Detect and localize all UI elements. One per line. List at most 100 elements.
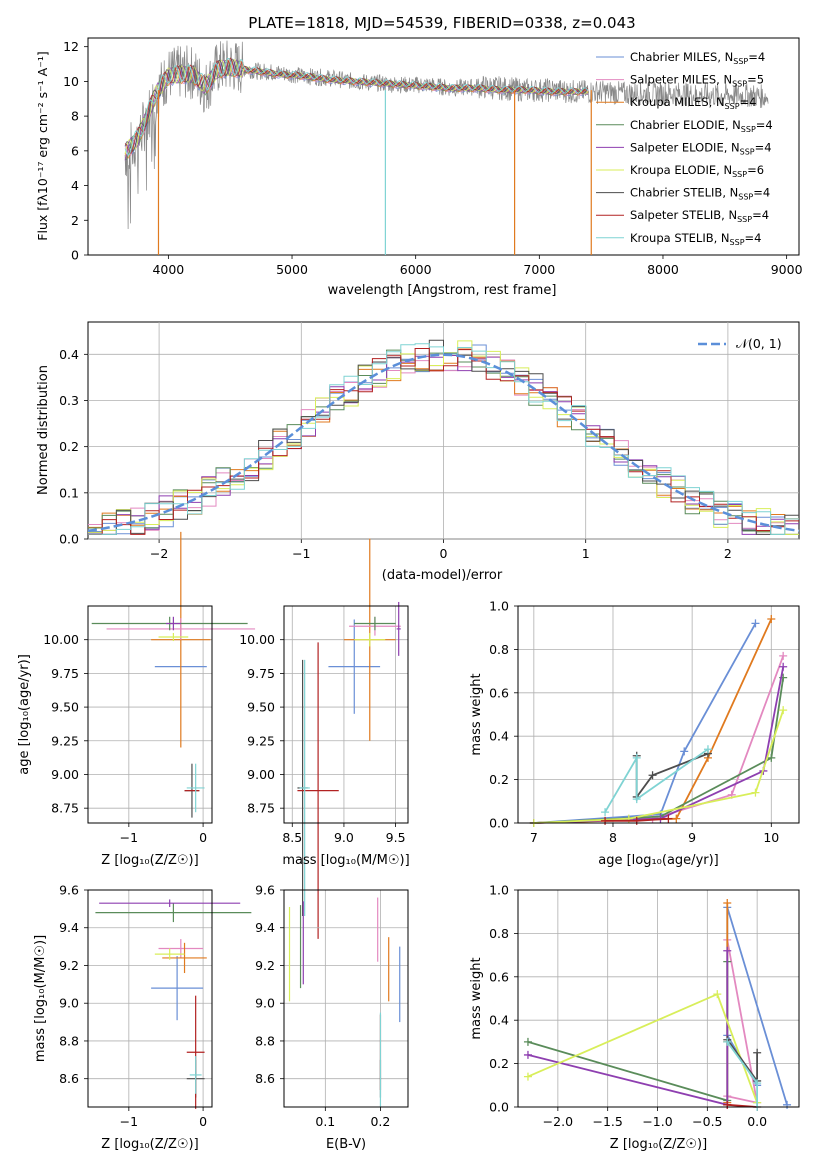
- residual-xlabel: (data-model)/error: [382, 568, 503, 583]
- mass-ebv-panel-ytick-label: 9.0: [255, 996, 275, 1011]
- spectrum-ytick-label: 10: [63, 74, 79, 89]
- weight-age-panel-marker: [648, 771, 657, 780]
- weight-age-panel-xtick-label: 10: [763, 830, 779, 845]
- spectrum-legend-label: Chabrier STELIB, NSSP=4: [630, 186, 770, 202]
- age-z-panel-xtick-label: −1: [120, 830, 138, 845]
- spectrum-ylabel: Flux [fλ10⁻¹⁷ erg cm⁻² s⁻¹ A⁻¹]: [35, 51, 50, 240]
- weight-z-panel-marker: [723, 946, 732, 955]
- age-z-panel-ytick-label: 9.50: [51, 700, 79, 715]
- weight-age-panel-series-line: [533, 709, 785, 824]
- weight-age-panel-marker: [601, 808, 610, 817]
- mass-ebv-panel-xlabel: E(B-V): [326, 1137, 366, 1152]
- age-z-panel-ytick-label: 8.75: [51, 801, 79, 816]
- age-mass-panel-ytick-label: 10.00: [239, 632, 275, 647]
- spectrum-legend-label: Kroupa MILES, NSSP=4: [630, 95, 756, 111]
- weight-age-panel: 7 8 9 10 0.0 0.2 0.4 0.6 0.8 1.0 age [log₁₀(age/yr…: [469, 599, 800, 868]
- age-mass-panel-frame: [283, 605, 409, 824]
- residual-xtick-label: −2: [150, 546, 168, 561]
- weight-z-panel-marker: [783, 1100, 792, 1109]
- weight-z-panel-xtick-label: 0.0: [747, 1114, 767, 1129]
- spectrum-legend-label: Kroupa STELIB, NSSP=4: [630, 231, 761, 247]
- weight-z-panel-marker: [753, 1048, 762, 1057]
- weight-age-panel-frame: [517, 605, 800, 824]
- spectrum-ytick-label: 2: [71, 213, 79, 228]
- residual-ytick-label: 0.1: [59, 485, 79, 500]
- age-z-panel-xlabel: Z [log₁₀(Z/Z☉)]: [101, 853, 198, 868]
- weight-age-panel-marker: [672, 814, 681, 823]
- gaussian-curve: [87, 353, 800, 533]
- weight-age-panel-ytick-label: 0.6: [489, 685, 509, 700]
- mass-z-panel-frame: [87, 889, 213, 1108]
- residual-ytick-label: 0.0: [59, 532, 79, 547]
- residual-xtick-label: −1: [292, 546, 310, 561]
- weight-age-panel-marker: [632, 753, 641, 762]
- weight-age-panel-ylabel: mass weight: [469, 673, 484, 755]
- weight-age-panel-marker: [779, 706, 788, 715]
- weight-age-panel-ytick-label: 1.0: [489, 599, 509, 614]
- weight-age-panel-ytick-label: 0.4: [489, 729, 509, 744]
- weight-z-panel-ytick-label: 0.2: [489, 1056, 509, 1071]
- spectrum-model-line: [124, 57, 589, 154]
- weight-age-panel-marker: [632, 795, 641, 804]
- mass-z-panel-ytick-label: 9.2: [59, 958, 79, 973]
- weight-age-panel-series-line: [533, 622, 757, 824]
- residual-ytick-label: 0.2: [59, 439, 79, 454]
- weight-z-panel-xtick-label: −1.5: [593, 1114, 623, 1129]
- weight-age-panel-marker: [680, 747, 689, 756]
- spectrum-ytick-label: 8: [71, 109, 79, 124]
- residual-panel: −2 −1 0 1 2 0.0 0.1 0.2 0.3 0.4 𝒩(0, 1) (data-mode…: [36, 321, 800, 583]
- weight-age-panel-series-line: [533, 666, 785, 824]
- weight-age-panel-series-line: [533, 677, 785, 824]
- spectrum-panel: 4000 5000 6000 7000 8000 9000 0 2 4 6 8 10 12 Chabrie…: [35, 37, 803, 298]
- spectrum-legend-label: Salpeter ELODIE, NSSP=4: [630, 140, 772, 156]
- mass-z-panel: −1 0 8.6 8.8 9.0 9.2 9.4 9.6 Z [log₁₀(Z/Z☉)] mass…: [33, 883, 252, 1152]
- spectrum-model-line: [124, 58, 589, 156]
- spectrum-ytick-label: 12: [63, 39, 79, 54]
- mass-z-panel-ytick-label: 9.0: [59, 996, 79, 1011]
- age-z-panel-ytick-label: 10.00: [43, 632, 79, 647]
- spectrum-xtick-label: 6000: [400, 262, 432, 277]
- age-z-panel: −1 0 8.75 9.00 9.25 9.50 9.75 10.00 Z [log₁₀(Z/Z…: [17, 531, 256, 868]
- spectrum-legend-label: Chabrier MILES, NSSP=4: [630, 50, 765, 66]
- age-mass-panel-ytick-label: 9.50: [247, 700, 275, 715]
- residual-xtick-label: 1: [582, 546, 590, 561]
- weight-z-panel-ytick-label: 0.4: [489, 1013, 509, 1028]
- weight-z-panel-xtick-label: −2.0: [543, 1114, 573, 1129]
- weight-z-panel-marker: [713, 990, 722, 999]
- weight-z-panel-series-line: [527, 992, 758, 1104]
- age-z-panel-ylabel: age [log₁₀(age/yr)]: [17, 654, 32, 775]
- mass-ebv-panel-xtick-label: 0.2: [370, 1114, 390, 1129]
- weight-age-panel-xlabel: age [log₁₀(age/yr)]: [598, 853, 719, 868]
- age-z-panel-ytick-label: 9.00: [51, 767, 79, 782]
- spectrum-xtick-label: 9000: [771, 262, 803, 277]
- residual-xtick-label: 0: [440, 546, 448, 561]
- mass-z-panel-ytick-label: 9.6: [59, 883, 79, 898]
- age-mass-panel-xlabel: mass [log₁₀(M/M☉)]: [282, 853, 409, 868]
- weight-z-panel-ylabel: mass weight: [469, 957, 484, 1039]
- mass-ebv-panel-frame: [283, 889, 409, 1108]
- weight-z-panel-xtick-label: −0.5: [692, 1114, 722, 1129]
- weight-age-panel-marker: [664, 814, 673, 823]
- age-mass-panel-ytick-label: 9.00: [247, 767, 275, 782]
- spectrum-xtick-label: 7000: [523, 262, 555, 277]
- age-mass-panel-xtick-label: 8.5: [282, 830, 302, 845]
- weight-age-panel-ytick-label: 0.8: [489, 642, 509, 657]
- weight-z-panel-ytick-label: 0.0: [489, 1100, 509, 1115]
- weight-z-panel-marker: [723, 1037, 732, 1046]
- mass-ebv-panel-ytick-label: 8.8: [255, 1033, 275, 1048]
- mass-ebv-panel-ytick-label: 9.2: [255, 958, 275, 973]
- mass-z-panel-xtick-label: −1: [120, 1114, 138, 1129]
- mass-z-panel-ytick-label: 9.4: [59, 920, 79, 935]
- weight-age-panel-series-line: [604, 748, 709, 813]
- age-mass-panel-ytick-label: 9.25: [247, 733, 275, 748]
- chart-title: PLATE=1818, MJD=54539, FIBERID=0338, z=0…: [248, 14, 635, 32]
- weight-age-panel-marker: [779, 662, 788, 671]
- age-z-panel-ytick-label: 9.75: [51, 666, 79, 681]
- spectrum-model-line: [124, 60, 589, 155]
- weight-age-panel-marker: [703, 745, 712, 754]
- mass-ebv-panel-ytick-label: 8.6: [255, 1071, 275, 1086]
- mass-ebv-panel-ytick-label: 9.4: [255, 920, 275, 935]
- age-mass-panel: 8.5 9.0 9.5 8.75 9.00 9.25 9.50 9.75 10.00 mass […: [239, 538, 410, 939]
- age-mass-panel-ytick-label: 9.75: [247, 666, 275, 681]
